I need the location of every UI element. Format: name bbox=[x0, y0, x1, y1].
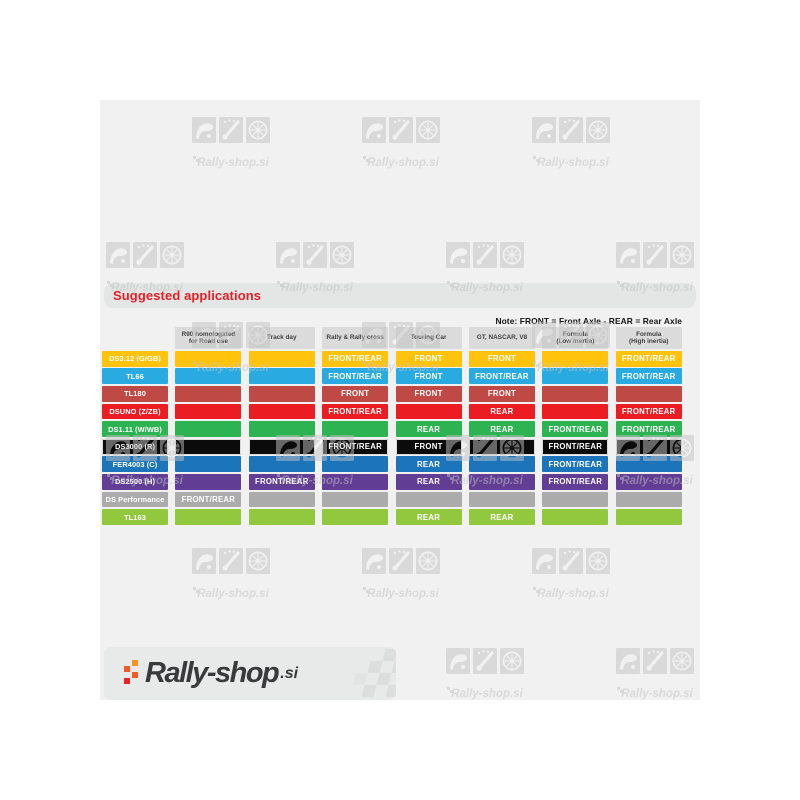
column-header-4: GT, NASCAR, V8 bbox=[468, 327, 535, 349]
logo-text: Rally-shop bbox=[145, 657, 280, 689]
table-cell-r8-c2 bbox=[322, 491, 389, 508]
row-label: TL66 bbox=[102, 368, 168, 385]
table-cell-r0-c3: FRONT bbox=[395, 350, 462, 367]
table-cell-r7-c2 bbox=[322, 473, 389, 490]
table-cell-r5-c1 bbox=[248, 438, 315, 455]
column-header-0: R90 homologated for Road use bbox=[175, 327, 242, 349]
table-cell-r5-c2: FRONT/REAR bbox=[322, 438, 389, 455]
table-cell-r2-c3: FRONT bbox=[395, 385, 462, 402]
column-header-3: Touring Car bbox=[395, 327, 462, 349]
table-cell-r1-c3: FRONT bbox=[395, 368, 462, 385]
table-cell-r4-c5: FRONT/REAR bbox=[542, 421, 609, 437]
column-header-1: Track day bbox=[248, 327, 315, 349]
page-title: Suggested applications bbox=[113, 288, 262, 303]
table-cell-r5-c6 bbox=[615, 438, 682, 455]
checkered-pixels-icon bbox=[124, 659, 138, 684]
table-cell-r8-c6 bbox=[615, 491, 682, 508]
row-label: DSUNO (Z/ZB) bbox=[102, 403, 168, 420]
table-cell-r1-c1 bbox=[248, 368, 315, 385]
table-cell-r6-c2 bbox=[322, 456, 389, 473]
table-cell-r2-c1 bbox=[248, 385, 315, 402]
table-cell-r6-c3: REAR bbox=[395, 456, 462, 473]
table-cell-r3-c5 bbox=[542, 403, 609, 420]
title-bar: Suggested applications bbox=[104, 283, 696, 308]
table-cell-r9-c2 bbox=[322, 509, 389, 525]
table-cell-r7-c3: REAR bbox=[395, 473, 462, 490]
table-cell-r9-c5 bbox=[542, 509, 609, 525]
table-cell-r5-c4 bbox=[468, 438, 535, 455]
table-cell-r5-c5: FRONT/REAR bbox=[542, 438, 609, 455]
table-cell-r3-c6: FRONT/REAR bbox=[615, 403, 682, 420]
table-cell-r3-c3 bbox=[395, 403, 462, 420]
axle-note: Note: FRONT = Front Axle - REAR = Rear A… bbox=[495, 316, 682, 326]
row-label: FER4003 (C) bbox=[102, 456, 168, 473]
applications-table: R90 homologated for Road use Track day Ral… bbox=[102, 327, 682, 525]
table-cell-r8-c4 bbox=[468, 491, 535, 508]
column-header-6: Formula (High inertia) bbox=[615, 327, 682, 349]
table-cell-r4-c1 bbox=[248, 421, 315, 437]
table-cell-r6-c1 bbox=[248, 456, 315, 473]
table-corner bbox=[102, 327, 168, 349]
table-cell-r0-c4: FRONT bbox=[468, 350, 535, 367]
table-cell-r2-c2: FRONT bbox=[322, 385, 389, 402]
table-cell-r0-c6: FRONT/REAR bbox=[615, 350, 682, 367]
row-label: TL163 bbox=[102, 509, 168, 525]
table-cell-r0-c2: FRONT/REAR bbox=[322, 350, 389, 367]
table-cell-r7-c4 bbox=[468, 473, 535, 490]
table-cell-r4-c2 bbox=[322, 421, 389, 437]
logo-suffix: .si bbox=[280, 664, 299, 682]
table-cell-r9-c4: REAR bbox=[468, 509, 535, 525]
table-cell-r4-c4: REAR bbox=[468, 421, 535, 437]
table-cell-r3-c0 bbox=[175, 403, 242, 420]
table-cell-r8-c0: FRONT/REAR bbox=[175, 491, 242, 508]
table-cell-r6-c5: FRONT/REAR bbox=[542, 456, 609, 473]
table-cell-r3-c4: REAR bbox=[468, 403, 535, 420]
table-cell-r2-c5 bbox=[542, 385, 609, 402]
row-label: DS3000 (R) bbox=[102, 438, 168, 455]
table-cell-r4-c6: FRONT/REAR bbox=[615, 421, 682, 437]
table-cell-r1-c5 bbox=[542, 368, 609, 385]
table-cell-r8-c1 bbox=[248, 491, 315, 508]
table-cell-r9-c0 bbox=[175, 509, 242, 525]
row-label: DS Performance bbox=[102, 491, 168, 508]
table-cell-r0-c5 bbox=[542, 350, 609, 367]
table-cell-r1-c0 bbox=[175, 368, 242, 385]
table-cell-r5-c3: FRONT bbox=[395, 438, 462, 455]
row-label: DS2500 (H) bbox=[102, 473, 168, 490]
table-cell-r4-c0 bbox=[175, 421, 242, 437]
table-cell-r6-c0 bbox=[175, 456, 242, 473]
checkered-flag-icon bbox=[352, 649, 396, 697]
row-label: DS3.12 (G/GB) bbox=[102, 350, 168, 367]
table-cell-r6-c6 bbox=[615, 456, 682, 473]
table-cell-r2-c6 bbox=[615, 385, 682, 402]
table-cell-r9-c6 bbox=[615, 509, 682, 525]
table-cell-r1-c2: FRONT/REAR bbox=[322, 368, 389, 385]
table-cell-r9-c1 bbox=[248, 509, 315, 525]
column-header-5: Formula (Low inertia) bbox=[542, 327, 609, 349]
table-cell-r3-c1 bbox=[248, 403, 315, 420]
table-cell-r3-c2: FRONT/REAR bbox=[322, 403, 389, 420]
table-cell-r7-c5: FRONT/REAR bbox=[542, 473, 609, 490]
table-cell-r8-c5 bbox=[542, 491, 609, 508]
table-cell-r7-c6 bbox=[615, 473, 682, 490]
table-cell-r4-c3: REAR bbox=[395, 421, 462, 437]
table-cell-r6-c4 bbox=[468, 456, 535, 473]
table-cell-r1-c6: FRONT/REAR bbox=[615, 368, 682, 385]
table-cell-r7-c1: FRONT/REAR bbox=[248, 473, 315, 490]
table-cell-r1-c4: FRONT/REAR bbox=[468, 368, 535, 385]
table-cell-r2-c4: FRONT bbox=[468, 385, 535, 402]
column-header-2: Rally & Rally cross bbox=[322, 327, 389, 349]
table-cell-r0-c0 bbox=[175, 350, 242, 367]
row-label: DS1.11 (W/WB) bbox=[102, 421, 168, 437]
table-cell-r8-c3 bbox=[395, 491, 462, 508]
table-cell-r5-c0 bbox=[175, 438, 242, 455]
rally-shop-logo-bar: Rally-shop .si bbox=[104, 647, 396, 700]
table-cell-r7-c0 bbox=[175, 473, 242, 490]
table-cell-r9-c3: REAR bbox=[395, 509, 462, 525]
row-label: TL180 bbox=[102, 385, 168, 402]
table-cell-r2-c0 bbox=[175, 385, 242, 402]
table-cell-r0-c1 bbox=[248, 350, 315, 367]
